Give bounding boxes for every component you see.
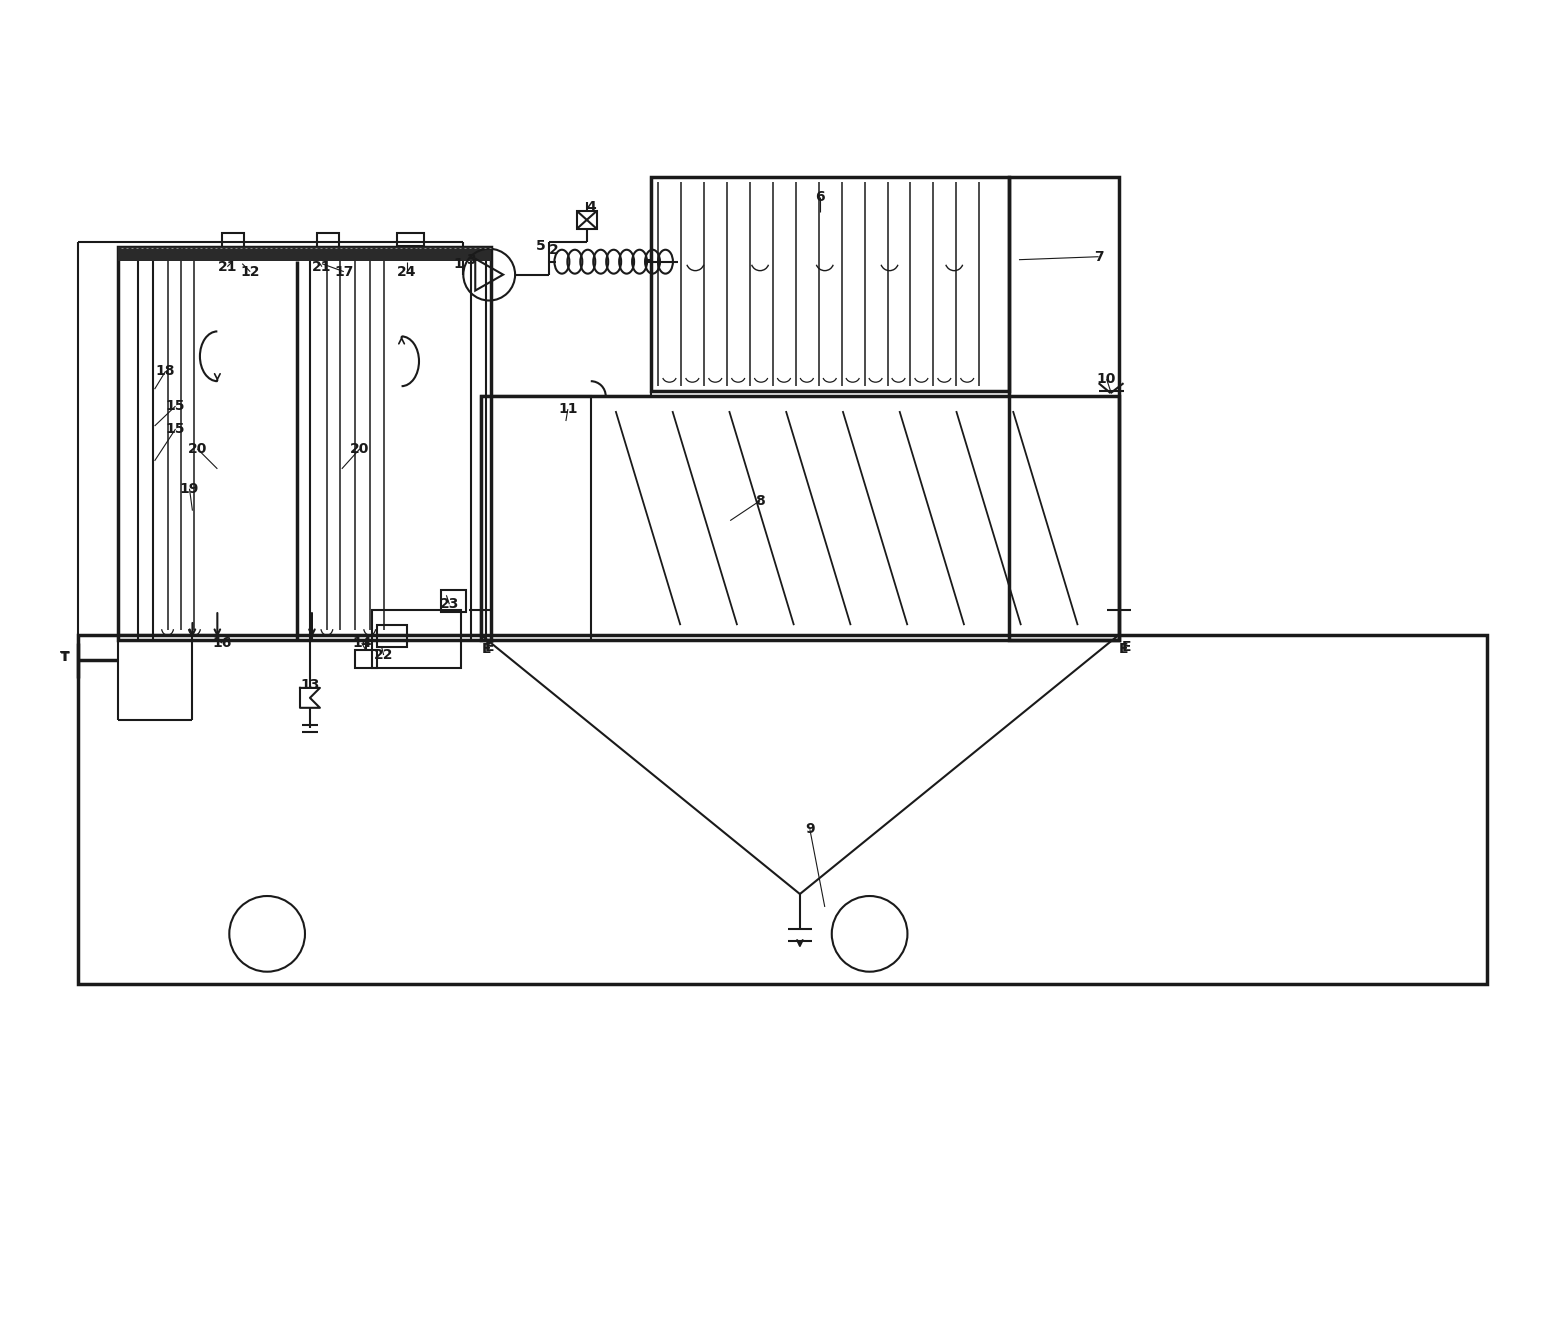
Text: 18: 18 <box>157 364 175 378</box>
Text: 4: 4 <box>586 200 595 213</box>
Bar <box>442 591 467 612</box>
Text: 22: 22 <box>374 648 394 662</box>
Bar <box>372 611 462 668</box>
Text: 7: 7 <box>1094 249 1104 264</box>
Text: 20: 20 <box>188 443 208 456</box>
Text: E: E <box>1122 640 1132 655</box>
Text: 24: 24 <box>397 265 417 278</box>
Text: E: E <box>1119 643 1128 656</box>
Text: E: E <box>485 640 494 655</box>
Text: 12: 12 <box>240 265 260 278</box>
Text: 9: 9 <box>804 823 815 836</box>
Text: 21: 21 <box>312 260 332 274</box>
Text: 2: 2 <box>549 242 560 257</box>
Bar <box>222 233 245 249</box>
Text: 11: 11 <box>558 401 578 416</box>
Bar <box>118 246 491 640</box>
Bar <box>316 233 339 249</box>
Text: 15: 15 <box>166 421 186 436</box>
Text: 14: 14 <box>352 636 372 651</box>
Text: 23: 23 <box>440 598 459 611</box>
Bar <box>397 233 425 245</box>
Text: 19: 19 <box>180 482 198 496</box>
Text: T: T <box>60 651 70 664</box>
Bar <box>355 651 377 668</box>
Bar <box>577 211 597 229</box>
Bar <box>78 635 1486 983</box>
Bar <box>651 178 1009 391</box>
Bar <box>377 625 406 647</box>
Text: 17: 17 <box>335 265 353 278</box>
Text: 16: 16 <box>212 636 232 651</box>
Text: T: T <box>60 651 70 664</box>
Bar <box>480 396 1119 640</box>
Text: 5: 5 <box>536 238 546 253</box>
Text: 21: 21 <box>217 260 237 274</box>
Text: 15: 15 <box>166 399 186 413</box>
Text: E: E <box>482 643 491 656</box>
Text: 8: 8 <box>755 494 766 507</box>
Text: 10: 10 <box>1097 372 1116 386</box>
Text: 3: 3 <box>467 253 476 266</box>
Bar <box>1009 178 1119 640</box>
Text: 1: 1 <box>454 257 463 270</box>
Bar <box>118 246 491 261</box>
Text: 20: 20 <box>350 443 369 456</box>
Text: 13: 13 <box>301 678 319 692</box>
Text: 6: 6 <box>815 189 825 204</box>
Bar <box>480 396 591 640</box>
